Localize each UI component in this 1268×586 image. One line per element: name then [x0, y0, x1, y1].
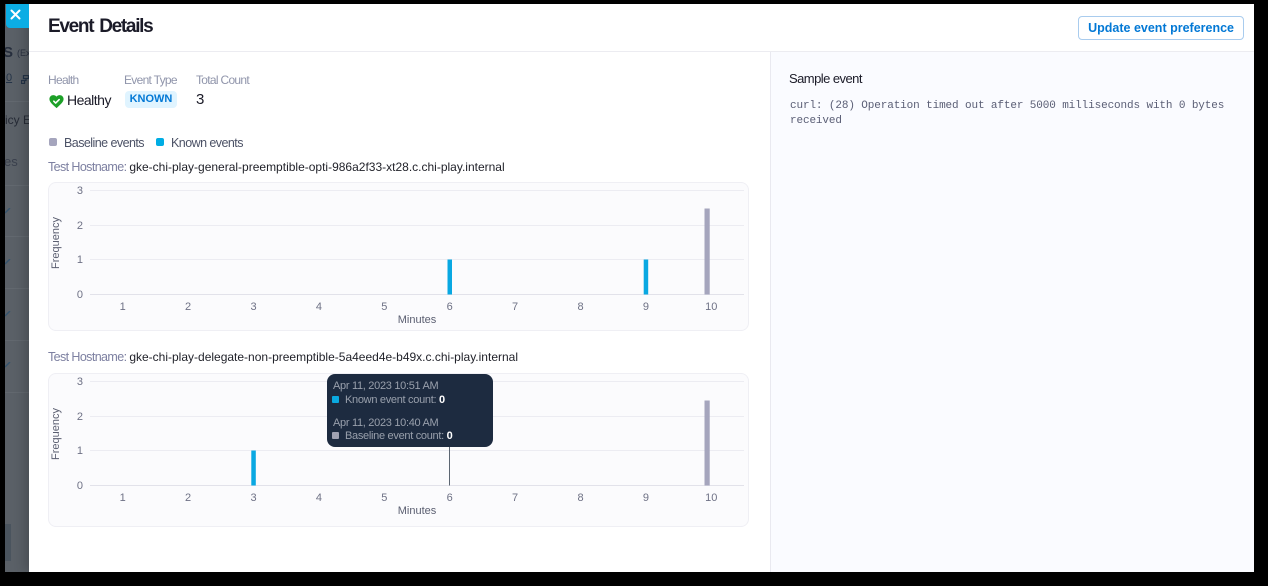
svg-text:1: 1 [77, 445, 83, 457]
svg-text:6: 6 [447, 301, 453, 313]
svg-text:10: 10 [705, 301, 717, 313]
svg-text:2: 2 [185, 492, 191, 504]
svg-text:8: 8 [577, 301, 583, 313]
svg-text:Frequency: Frequency [50, 217, 62, 269]
svg-text:3: 3 [250, 301, 256, 313]
svg-text:6: 6 [447, 492, 453, 504]
svg-text:5: 5 [381, 492, 387, 504]
svg-text:Minutes: Minutes [398, 314, 437, 326]
svg-text:1: 1 [120, 301, 126, 313]
svg-text:3: 3 [250, 492, 256, 504]
svg-text:9: 9 [643, 301, 649, 313]
svg-text:0: 0 [77, 480, 83, 492]
svg-text:3: 3 [77, 376, 83, 388]
svg-text:10: 10 [705, 492, 717, 504]
svg-text:1: 1 [120, 492, 126, 504]
svg-text:7: 7 [512, 492, 518, 504]
svg-text:0: 0 [77, 289, 83, 301]
svg-text:9: 9 [643, 492, 649, 504]
svg-text:2: 2 [185, 301, 191, 313]
svg-text:3: 3 [77, 185, 83, 197]
svg-text:7: 7 [512, 301, 518, 313]
svg-text:5: 5 [381, 301, 387, 313]
svg-text:4: 4 [316, 301, 322, 313]
svg-text:8: 8 [577, 492, 583, 504]
svg-text:Frequency: Frequency [50, 408, 62, 460]
svg-text:2: 2 [77, 220, 83, 232]
svg-text:4: 4 [316, 492, 322, 504]
svg-text:Minutes: Minutes [398, 505, 437, 517]
svg-text:1: 1 [77, 254, 83, 266]
svg-text:2: 2 [77, 411, 83, 423]
